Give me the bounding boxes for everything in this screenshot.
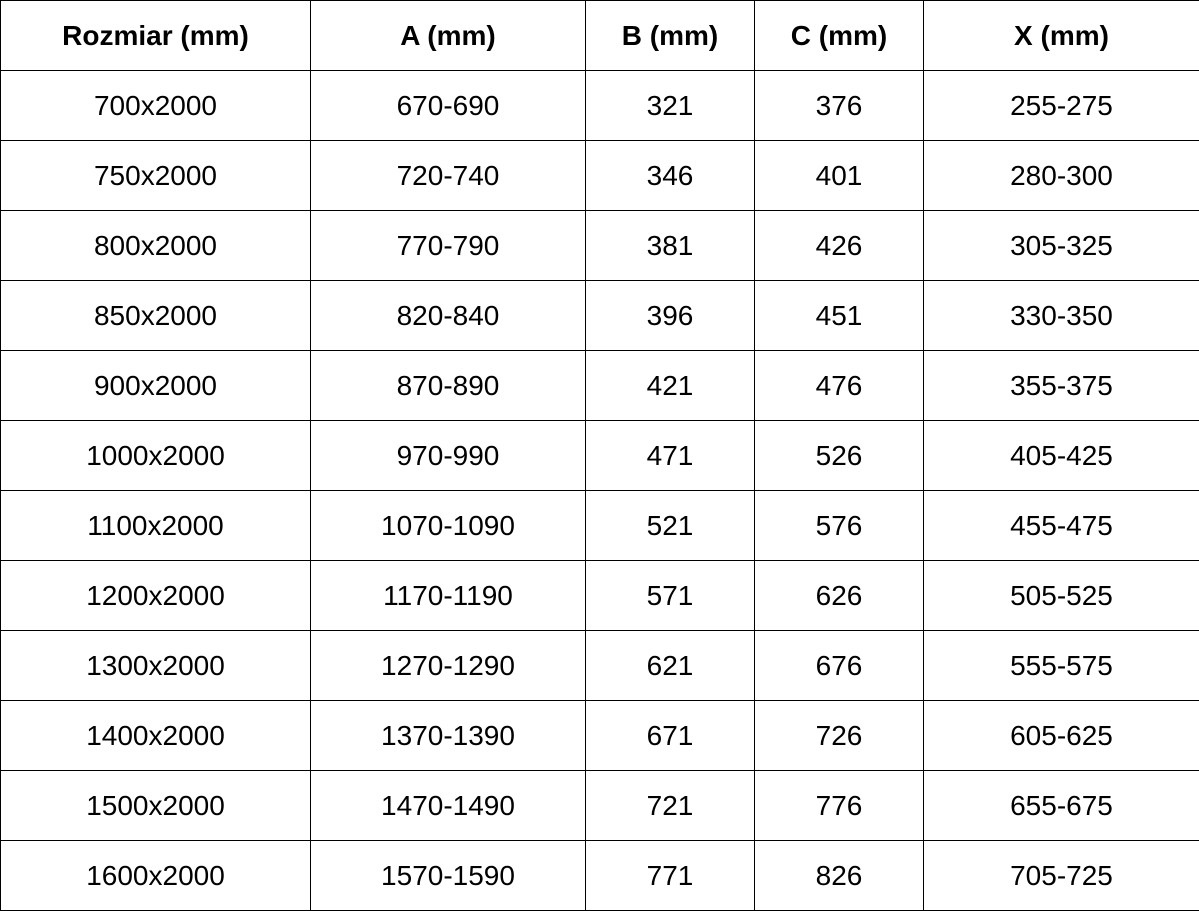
cell-x: 505-525 [923, 560, 1199, 631]
cell-c: 426 [754, 210, 924, 281]
cell-x: 355-375 [923, 350, 1199, 421]
cell-c: 726 [754, 700, 924, 771]
cell-x: 255-275 [923, 70, 1199, 141]
cell-c: 626 [754, 560, 924, 631]
cell-c: 676 [754, 630, 924, 701]
cell-x: 655-675 [923, 770, 1199, 841]
cell-b: 381 [585, 210, 755, 281]
cell-c: 826 [754, 840, 924, 911]
table-row: 1300x2000 1270-1290 621 676 555-575 [0, 630, 1199, 701]
header-b: B (mm) [585, 0, 755, 71]
cell-a: 1070-1090 [310, 490, 586, 561]
header-rozmiar: Rozmiar (mm) [0, 0, 311, 71]
cell-b: 471 [585, 420, 755, 491]
cell-rozmiar: 900x2000 [0, 350, 311, 421]
cell-a: 1270-1290 [310, 630, 586, 701]
cell-x: 280-300 [923, 140, 1199, 211]
table-row: 900x2000 870-890 421 476 355-375 [0, 350, 1199, 421]
table-body: 700x2000 670-690 321 376 255-275 750x2000 720-… [0, 70, 1199, 911]
cell-rozmiar: 850x2000 [0, 280, 311, 351]
cell-b: 396 [585, 280, 755, 351]
cell-a: 720-740 [310, 140, 586, 211]
cell-c: 376 [754, 70, 924, 141]
cell-a: 670-690 [310, 70, 586, 141]
cell-rozmiar: 700x2000 [0, 70, 311, 141]
cell-a: 1570-1590 [310, 840, 586, 911]
table-row: 1100x2000 1070-1090 521 576 455-475 [0, 490, 1199, 561]
cell-x: 305-325 [923, 210, 1199, 281]
header-a: A (mm) [310, 0, 586, 71]
cell-b: 346 [585, 140, 755, 211]
cell-rozmiar: 1000x2000 [0, 420, 311, 491]
cell-a: 1370-1390 [310, 700, 586, 771]
cell-b: 571 [585, 560, 755, 631]
table-row: 800x2000 770-790 381 426 305-325 [0, 210, 1199, 281]
cell-rozmiar: 1100x2000 [0, 490, 311, 561]
cell-rozmiar: 1400x2000 [0, 700, 311, 771]
cell-b: 521 [585, 490, 755, 561]
cell-c: 401 [754, 140, 924, 211]
cell-rozmiar: 1300x2000 [0, 630, 311, 701]
cell-x: 605-625 [923, 700, 1199, 771]
cell-b: 321 [585, 70, 755, 141]
table-row: 1000x2000 970-990 471 526 405-425 [0, 420, 1199, 491]
cell-a: 970-990 [310, 420, 586, 491]
header-x: X (mm) [923, 0, 1199, 71]
cell-b: 421 [585, 350, 755, 421]
cell-rozmiar: 1600x2000 [0, 840, 311, 911]
cell-b: 621 [585, 630, 755, 701]
cell-a: 820-840 [310, 280, 586, 351]
cell-rozmiar: 1200x2000 [0, 560, 311, 631]
table-row: 1600x2000 1570-1590 771 826 705-725 [0, 840, 1199, 911]
cell-c: 526 [754, 420, 924, 491]
cell-rozmiar: 800x2000 [0, 210, 311, 281]
table-row: 700x2000 670-690 321 376 255-275 [0, 70, 1199, 141]
cell-c: 476 [754, 350, 924, 421]
cell-a: 1170-1190 [310, 560, 586, 631]
cell-c: 451 [754, 280, 924, 351]
cell-a: 870-890 [310, 350, 586, 421]
table-row: 750x2000 720-740 346 401 280-300 [0, 140, 1199, 211]
cell-c: 776 [754, 770, 924, 841]
table-row: 1400x2000 1370-1390 671 726 605-625 [0, 700, 1199, 771]
cell-b: 671 [585, 700, 755, 771]
cell-a: 1470-1490 [310, 770, 586, 841]
cell-b: 721 [585, 770, 755, 841]
cell-x: 455-475 [923, 490, 1199, 561]
header-row: Rozmiar (mm) A (mm) B (mm) C (mm) X (mm) [0, 0, 1199, 71]
cell-x: 405-425 [923, 420, 1199, 491]
cell-x: 555-575 [923, 630, 1199, 701]
table-row: 1200x2000 1170-1190 571 626 505-525 [0, 560, 1199, 631]
table-row: 1500x2000 1470-1490 721 776 655-675 [0, 770, 1199, 841]
header-c: C (mm) [754, 0, 924, 71]
cell-x: 330-350 [923, 280, 1199, 351]
cell-rozmiar: 1500x2000 [0, 770, 311, 841]
cell-c: 576 [754, 490, 924, 561]
table-row: 850x2000 820-840 396 451 330-350 [0, 280, 1199, 351]
cell-rozmiar: 750x2000 [0, 140, 311, 211]
cell-x: 705-725 [923, 840, 1199, 911]
cell-a: 770-790 [310, 210, 586, 281]
cell-b: 771 [585, 840, 755, 911]
